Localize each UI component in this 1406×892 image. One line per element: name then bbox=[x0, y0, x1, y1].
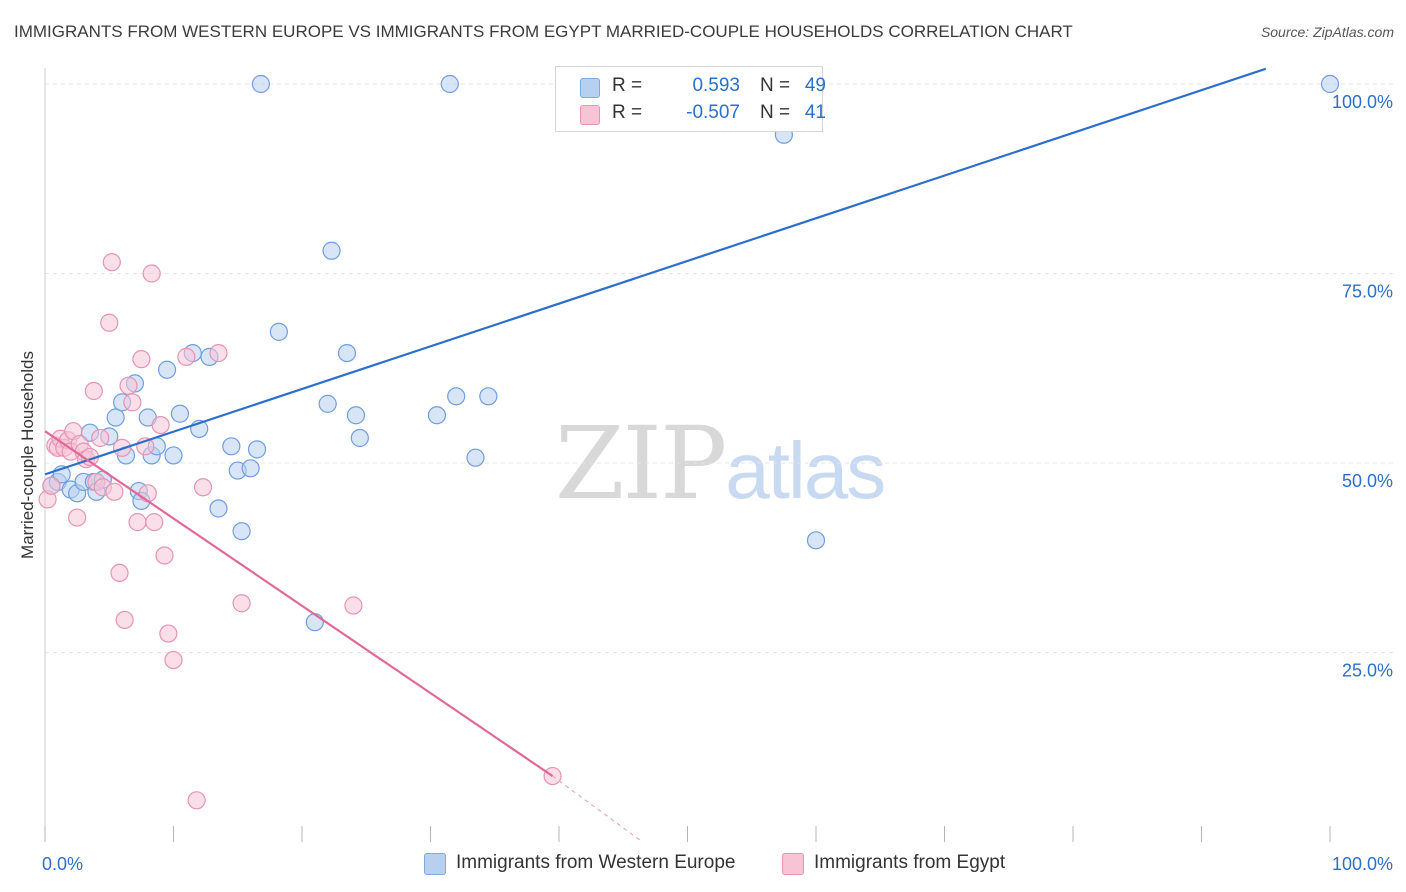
data-point-western-europe bbox=[209, 499, 228, 518]
data-point-egypt bbox=[119, 376, 138, 395]
data-point-western-europe bbox=[440, 74, 459, 94]
data-point-egypt bbox=[145, 513, 164, 532]
data-point-western-europe bbox=[337, 343, 357, 363]
data-point-western-europe bbox=[269, 322, 288, 341]
bottom-legend-swatch-pink bbox=[782, 853, 804, 875]
data-point-egypt bbox=[100, 313, 119, 332]
data-point-egypt bbox=[128, 513, 147, 532]
data-point-western-europe bbox=[350, 428, 369, 448]
bottom-legend-swatch-blue bbox=[424, 853, 446, 875]
x-tick-label: 0.0% bbox=[42, 854, 83, 874]
correlation-legend: R = 0.593 N = 49 R = -0.507 N = 41 bbox=[555, 66, 826, 132]
legend-r-label: R = bbox=[612, 75, 643, 96]
data-point-western-europe bbox=[106, 408, 125, 427]
data-point-egypt bbox=[42, 476, 61, 495]
legend-n-value: 41 bbox=[804, 102, 826, 123]
data-point-western-europe bbox=[305, 613, 324, 632]
trendline-egypt bbox=[44, 430, 554, 777]
data-point-egypt bbox=[187, 791, 206, 810]
legend-n-label: N = bbox=[760, 75, 791, 96]
y-tick-label: 100.0% bbox=[1332, 92, 1393, 112]
legend-r-value: -0.507 bbox=[686, 102, 740, 123]
data-point-western-europe bbox=[222, 437, 241, 456]
data-point-egypt bbox=[193, 478, 213, 497]
data-point-egypt bbox=[115, 610, 134, 630]
data-point-egypt bbox=[91, 428, 110, 448]
data-point-egypt bbox=[142, 264, 161, 283]
data-point-egypt bbox=[344, 596, 363, 615]
data-point-egypt bbox=[68, 508, 87, 527]
data-point-egypt bbox=[110, 563, 129, 583]
data-point-western-europe bbox=[466, 448, 485, 467]
data-point-egypt bbox=[232, 594, 251, 613]
trendline-egypt-extension bbox=[552, 775, 643, 843]
data-point-western-europe bbox=[447, 387, 466, 406]
data-point-western-europe bbox=[157, 360, 177, 379]
data-point-egypt bbox=[159, 624, 178, 643]
source-credit: Source: ZipAtlas.com bbox=[1260, 24, 1394, 40]
data-point-western-europe bbox=[806, 531, 826, 550]
data-point-western-europe bbox=[1320, 74, 1340, 94]
data-point-egypt bbox=[164, 650, 183, 670]
bottom-legend-label: Immigrants from Egypt bbox=[814, 852, 1006, 873]
y-axis-label: Married-couple Households bbox=[18, 351, 37, 559]
watermark-atlas: atlas bbox=[725, 426, 886, 515]
data-point-egypt bbox=[102, 253, 121, 272]
chart-title: IMMIGRANTS FROM WESTERN EUROPE VS IMMIGR… bbox=[14, 22, 1073, 41]
data-point-western-europe bbox=[322, 241, 341, 260]
legend-swatch-blue bbox=[580, 78, 600, 98]
data-point-egypt bbox=[84, 381, 103, 401]
data-point-egypt bbox=[177, 347, 196, 366]
legend-n-label: N = bbox=[760, 102, 791, 123]
legend-swatch-pink bbox=[580, 105, 600, 125]
data-point-western-europe bbox=[164, 446, 183, 465]
data-point-western-europe bbox=[346, 406, 366, 425]
y-tick-label: 75.0% bbox=[1342, 282, 1393, 302]
data-point-egypt bbox=[132, 350, 151, 369]
data-point-egypt bbox=[155, 546, 174, 565]
x-tick-label: 100.0% bbox=[1332, 854, 1393, 874]
data-point-western-europe bbox=[427, 406, 447, 425]
data-point-egypt bbox=[123, 393, 142, 412]
data-point-western-europe bbox=[318, 394, 337, 413]
data-point-western-europe bbox=[232, 522, 251, 541]
bottom-legend-label: Immigrants from Western Europe bbox=[456, 852, 736, 873]
legend-r-label: R = bbox=[612, 102, 643, 123]
trendline-western-europe bbox=[44, 67, 1267, 476]
data-point-western-europe bbox=[247, 440, 267, 459]
data-point-egypt bbox=[151, 416, 170, 435]
y-tick-label: 25.0% bbox=[1342, 661, 1393, 681]
data-point-western-europe bbox=[241, 459, 260, 478]
data-point-western-europe bbox=[479, 387, 498, 406]
data-point-western-europe bbox=[170, 404, 190, 423]
data-point-egypt bbox=[209, 343, 228, 363]
data-point-egypt bbox=[138, 484, 157, 503]
y-tick-label: 50.0% bbox=[1342, 471, 1393, 491]
legend-n-value: 49 bbox=[804, 75, 826, 96]
data-point-egypt bbox=[105, 482, 124, 501]
data-point-western-europe bbox=[251, 74, 270, 94]
legend-r-value: 0.593 bbox=[692, 75, 740, 96]
